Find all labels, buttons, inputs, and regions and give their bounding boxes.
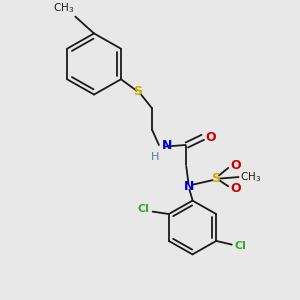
Text: S: S (211, 172, 220, 185)
Text: N: N (184, 180, 195, 193)
Text: CH$_3$: CH$_3$ (240, 170, 261, 184)
Text: Cl: Cl (234, 242, 246, 251)
Text: N: N (162, 140, 172, 152)
Text: S: S (134, 85, 142, 98)
Text: O: O (205, 131, 216, 144)
Text: Cl: Cl (137, 205, 149, 214)
Text: CH$_3$: CH$_3$ (52, 1, 74, 15)
Text: O: O (231, 159, 242, 172)
Text: O: O (231, 182, 242, 195)
Text: H: H (151, 152, 159, 162)
